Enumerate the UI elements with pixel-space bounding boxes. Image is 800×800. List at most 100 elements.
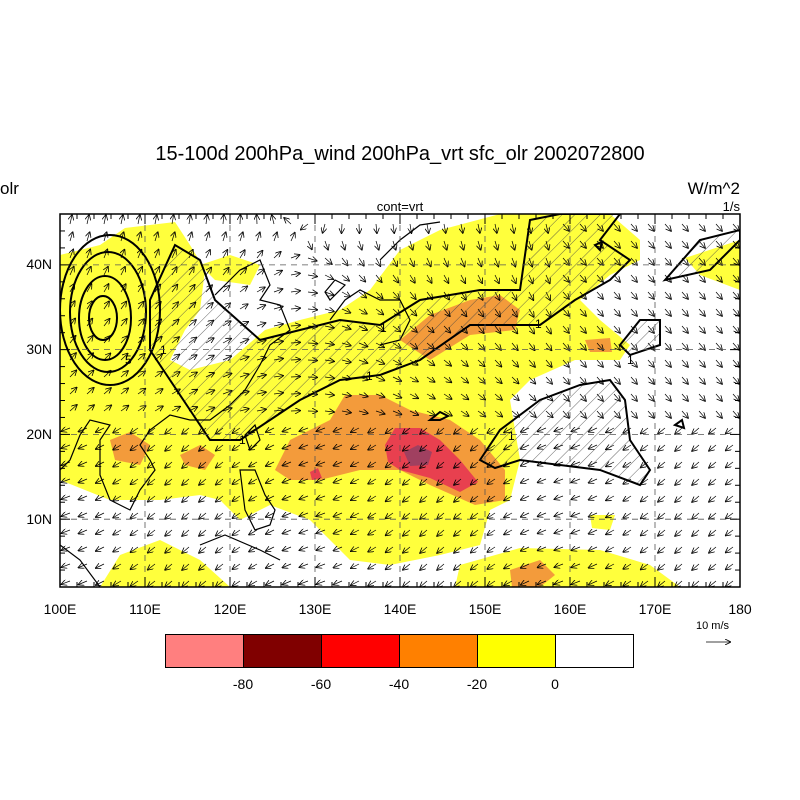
wind-vector — [223, 250, 227, 259]
wind-vector — [606, 547, 615, 551]
wind-vector — [495, 240, 498, 250]
wind-vector — [732, 342, 739, 350]
wind-vector — [715, 257, 722, 265]
wind-vector — [155, 250, 159, 259]
wind-vector — [555, 428, 564, 431]
wind-vector — [131, 563, 139, 569]
wind-vector — [113, 581, 122, 586]
wind-vector — [137, 337, 144, 344]
wind-vector — [658, 478, 666, 485]
wind-vector — [70, 284, 74, 293]
wind-vector — [324, 360, 334, 361]
wind-vector — [154, 337, 162, 344]
wind-vector — [521, 479, 530, 483]
wind-vector — [504, 445, 513, 449]
wind-vector — [358, 394, 368, 397]
wind-vector — [478, 274, 482, 283]
colorbar-box — [477, 634, 556, 668]
y-tick-label: 10N — [26, 511, 52, 527]
wind-vector — [103, 302, 109, 310]
wind-vector — [154, 389, 163, 395]
wind-vector — [199, 461, 207, 468]
wind-vector — [692, 427, 700, 434]
wind-vector — [494, 393, 502, 400]
wind-vector — [726, 478, 734, 484]
wind-vector — [613, 359, 620, 367]
x-tick-label: 140E — [384, 601, 417, 617]
wind-vector — [182, 427, 190, 434]
wind-vector — [681, 376, 688, 384]
wind-vector — [579, 376, 586, 384]
wind-vector — [504, 581, 513, 585]
plot-title: 15-100d 200hPa_wind 200hPa_vrt sfc_olr 2… — [155, 143, 645, 165]
wind-vector — [290, 255, 299, 258]
wind-vector — [623, 496, 632, 501]
wind-vector — [120, 354, 128, 361]
wind-vector — [709, 529, 717, 536]
wind-vector — [342, 240, 345, 250]
wind-vector — [681, 240, 688, 248]
wind-vector — [240, 250, 245, 259]
wind-vector — [249, 428, 258, 433]
wind-vector — [87, 267, 91, 276]
wind-vector — [323, 223, 325, 233]
wind-vector — [546, 223, 548, 233]
wind-vector — [182, 512, 190, 519]
wind-vector — [189, 215, 190, 225]
wind-vector — [375, 394, 384, 397]
y-tick-label: 40N — [26, 256, 52, 272]
wind-vector — [658, 546, 666, 553]
wind-vector — [681, 257, 688, 265]
wind-vector — [283, 479, 292, 483]
wind-vector — [137, 319, 144, 327]
wind-vector — [137, 389, 145, 395]
wind-vector — [641, 495, 649, 501]
wind-vector — [698, 342, 705, 350]
wind-vector — [641, 529, 649, 535]
wind-vector — [437, 563, 445, 570]
wind-vector — [205, 408, 214, 411]
wind-vector — [386, 478, 394, 484]
wind-vector — [104, 250, 107, 259]
wind-vector — [189, 250, 193, 259]
wind-vector — [409, 291, 416, 299]
wind-vector — [426, 394, 435, 399]
wind-vector — [427, 240, 430, 250]
wind-vector — [266, 564, 275, 568]
wind-vector — [300, 530, 309, 533]
wind-vector — [256, 340, 266, 343]
wind-vector — [317, 462, 326, 465]
wind-vector — [375, 326, 384, 331]
wind-vector — [715, 240, 722, 248]
wind-vector — [403, 512, 411, 519]
wind-vector — [341, 343, 351, 346]
wind-vector — [86, 353, 93, 361]
wind-vector — [216, 512, 224, 519]
wind-vector — [732, 240, 739, 248]
wind-vector — [443, 342, 451, 349]
wind-vector — [172, 215, 174, 225]
wind-vector — [454, 563, 462, 570]
wind-vector — [555, 513, 564, 516]
wind-vector — [555, 547, 564, 550]
wind-vector — [148, 512, 156, 519]
wind-vector — [606, 513, 615, 517]
wind-vector — [521, 445, 530, 449]
wind-vector — [392, 343, 401, 348]
wind-vector — [471, 461, 479, 468]
wind-vector — [427, 223, 429, 233]
contour-variable-label: cont=vrt — [376, 199, 424, 214]
wind-vector — [239, 357, 248, 360]
wind-vector — [504, 564, 513, 568]
wind-vector — [171, 285, 177, 293]
wind-vector — [471, 580, 479, 587]
wind-vector — [62, 581, 71, 584]
wind-vector — [538, 445, 547, 448]
wind-vector — [494, 325, 501, 333]
wind-vector — [488, 478, 496, 484]
wind-vector — [62, 547, 71, 550]
wind-vector — [216, 461, 224, 468]
wind-vector — [120, 371, 128, 378]
wind-vector — [726, 495, 734, 501]
wind-vector — [495, 274, 499, 283]
